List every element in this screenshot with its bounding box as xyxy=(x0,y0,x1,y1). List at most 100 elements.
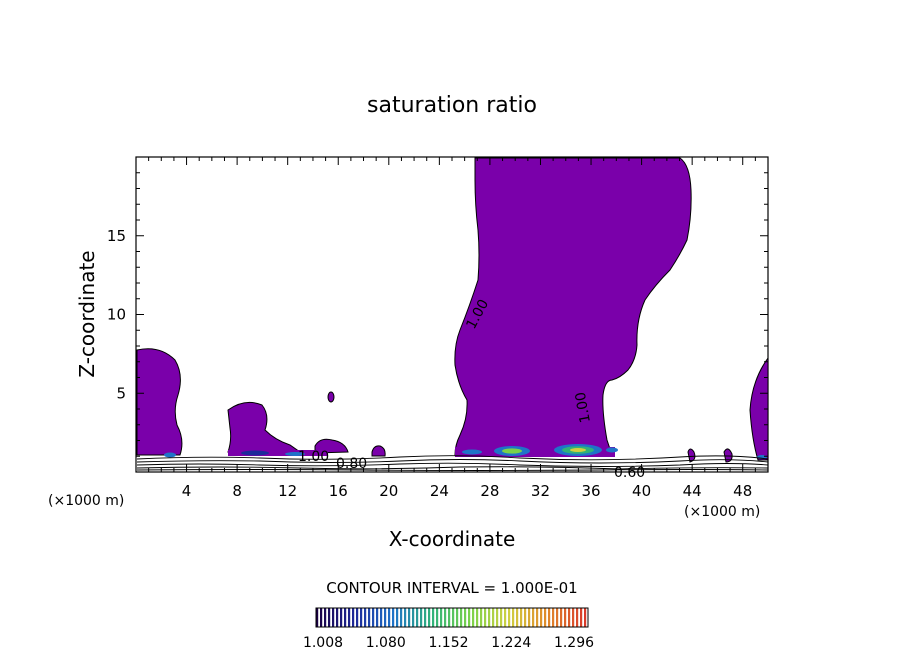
colorbar-swatch xyxy=(544,608,547,627)
colorbar-swatch xyxy=(380,608,383,627)
y-tick-label: 15 xyxy=(107,227,126,245)
x-axis-ticks: 4 8 12 16 20 24 28 32 36 40 44 48 xyxy=(148,157,756,500)
colorbar-swatch xyxy=(508,608,511,627)
colorbar-swatch xyxy=(432,608,435,627)
x-tick-label: 12 xyxy=(278,482,297,500)
colorbar-swatch xyxy=(384,608,387,627)
cloud-base-band xyxy=(228,450,328,456)
hotspot-x26 xyxy=(462,449,482,455)
colorbar-swatch xyxy=(552,608,555,627)
x-tick-label: 4 xyxy=(182,482,192,500)
colorbar-swatch xyxy=(560,608,563,627)
colorbar-swatch xyxy=(520,608,523,627)
x-tick-label: 8 xyxy=(232,482,242,500)
x-tick-label: 24 xyxy=(430,482,449,500)
colorbar-swatch xyxy=(584,608,587,627)
colorbar-ticks: 1.008 1.080 1.152 1.224 1.296 xyxy=(303,635,594,651)
colorbar-swatch xyxy=(344,608,347,627)
colorbar-swatch xyxy=(456,608,459,627)
colorbar-swatch xyxy=(532,608,535,627)
colorbar-swatch xyxy=(356,608,359,627)
y-axis-ticks: 5 10 15 xyxy=(107,172,768,457)
x-tick-label: 44 xyxy=(683,482,702,500)
x-unit-left: (×1000 m) xyxy=(48,493,124,509)
hotspot-x35-inner xyxy=(570,448,586,452)
y-tick-label: 5 xyxy=(116,384,126,402)
x-tick-label: 32 xyxy=(531,482,550,500)
colorbar-swatch xyxy=(516,608,519,627)
contour-label-right: 1.00 xyxy=(573,391,594,424)
cloud-left xyxy=(136,348,183,456)
cloud-blob-x15 xyxy=(327,391,335,403)
colorbar-swatch xyxy=(540,608,543,627)
x-axis-title: X-coordinate xyxy=(389,527,516,551)
colorbar-swatch xyxy=(548,608,551,627)
colorbar-swatch xyxy=(464,608,467,627)
hotspot-x30-inner xyxy=(502,448,522,454)
colorbar-swatch xyxy=(348,608,351,627)
hotspot-x3 xyxy=(164,452,176,458)
colorbar-swatch xyxy=(320,608,323,627)
hotspot-x14 xyxy=(285,452,305,456)
contour-label-060: 0.60 xyxy=(614,465,645,481)
colorbar-swatch xyxy=(444,608,447,627)
x-tick-label: 20 xyxy=(379,482,398,500)
colorbar-swatch xyxy=(524,608,527,627)
chart-title: saturation ratio xyxy=(367,93,537,118)
colorbar-swatch xyxy=(468,608,471,627)
x-tick-label: 36 xyxy=(581,482,600,500)
colorbar-tick-label: 1.224 xyxy=(491,635,531,651)
colorbar-swatch xyxy=(428,608,431,627)
colorbar-swatch xyxy=(400,608,403,627)
colorbar-swatch xyxy=(416,608,419,627)
cloud-x16 xyxy=(314,438,349,454)
cloud-base-band-2 xyxy=(455,447,615,457)
colorbar-swatch xyxy=(316,608,319,627)
colorbar-swatch xyxy=(412,608,415,627)
colorbar-swatch xyxy=(420,608,423,627)
colorbar xyxy=(315,607,589,628)
colorbar-swatch xyxy=(472,608,475,627)
cloud-blob-x42 xyxy=(687,448,696,463)
colorbar-swatch xyxy=(368,608,371,627)
colorbar-swatch xyxy=(364,608,367,627)
colorbar-swatch xyxy=(480,608,483,627)
x-tick-label: 28 xyxy=(480,482,499,500)
contour-label-080: 0.80 xyxy=(336,456,367,472)
colorbar-swatch xyxy=(512,608,515,627)
colorbar-frame xyxy=(315,607,589,628)
colorbar-swatch xyxy=(568,608,571,627)
colorbar-tick-label: 1.152 xyxy=(428,635,468,651)
colorbar-swatch xyxy=(396,608,399,627)
colorbar-swatch xyxy=(336,608,339,627)
colorbar-swatch xyxy=(580,608,583,627)
contour-label-100-low: 1.00 xyxy=(298,449,329,465)
colorbar-swatch xyxy=(484,608,487,627)
colorbar-swatch xyxy=(388,608,391,627)
colorbar-swatch xyxy=(324,608,327,627)
x-tick-label: 16 xyxy=(329,482,348,500)
colorbar-swatch xyxy=(360,608,363,627)
colorbar-swatch xyxy=(476,608,479,627)
y-axis-title: Z-coordinate xyxy=(75,250,99,377)
colorbar-swatch xyxy=(436,608,439,627)
colorbar-swatch xyxy=(492,608,495,627)
colorbar-swatch xyxy=(332,608,335,627)
colorbar-swatch xyxy=(496,608,499,627)
contour-interval: CONTOUR INTERVAL = 1.000E-01 xyxy=(326,579,577,597)
colorbar-swatch xyxy=(404,608,407,627)
x-tick-label: 48 xyxy=(733,482,752,500)
x-unit-right: (×1000 m) xyxy=(684,504,760,520)
colorbar-swatch xyxy=(424,608,427,627)
colorbar-swatch xyxy=(536,608,539,627)
colorbar-swatch xyxy=(488,608,491,627)
colorbar-swatch xyxy=(328,608,331,627)
colorbar-swatch xyxy=(572,608,575,627)
colorbar-swatch xyxy=(576,608,579,627)
colorbar-swatch xyxy=(352,608,355,627)
hotspot-x11 xyxy=(241,450,269,456)
colorbar-tick-label: 1.080 xyxy=(366,635,406,651)
colorbar-swatch xyxy=(408,608,411,627)
colorbar-swatch xyxy=(452,608,455,627)
